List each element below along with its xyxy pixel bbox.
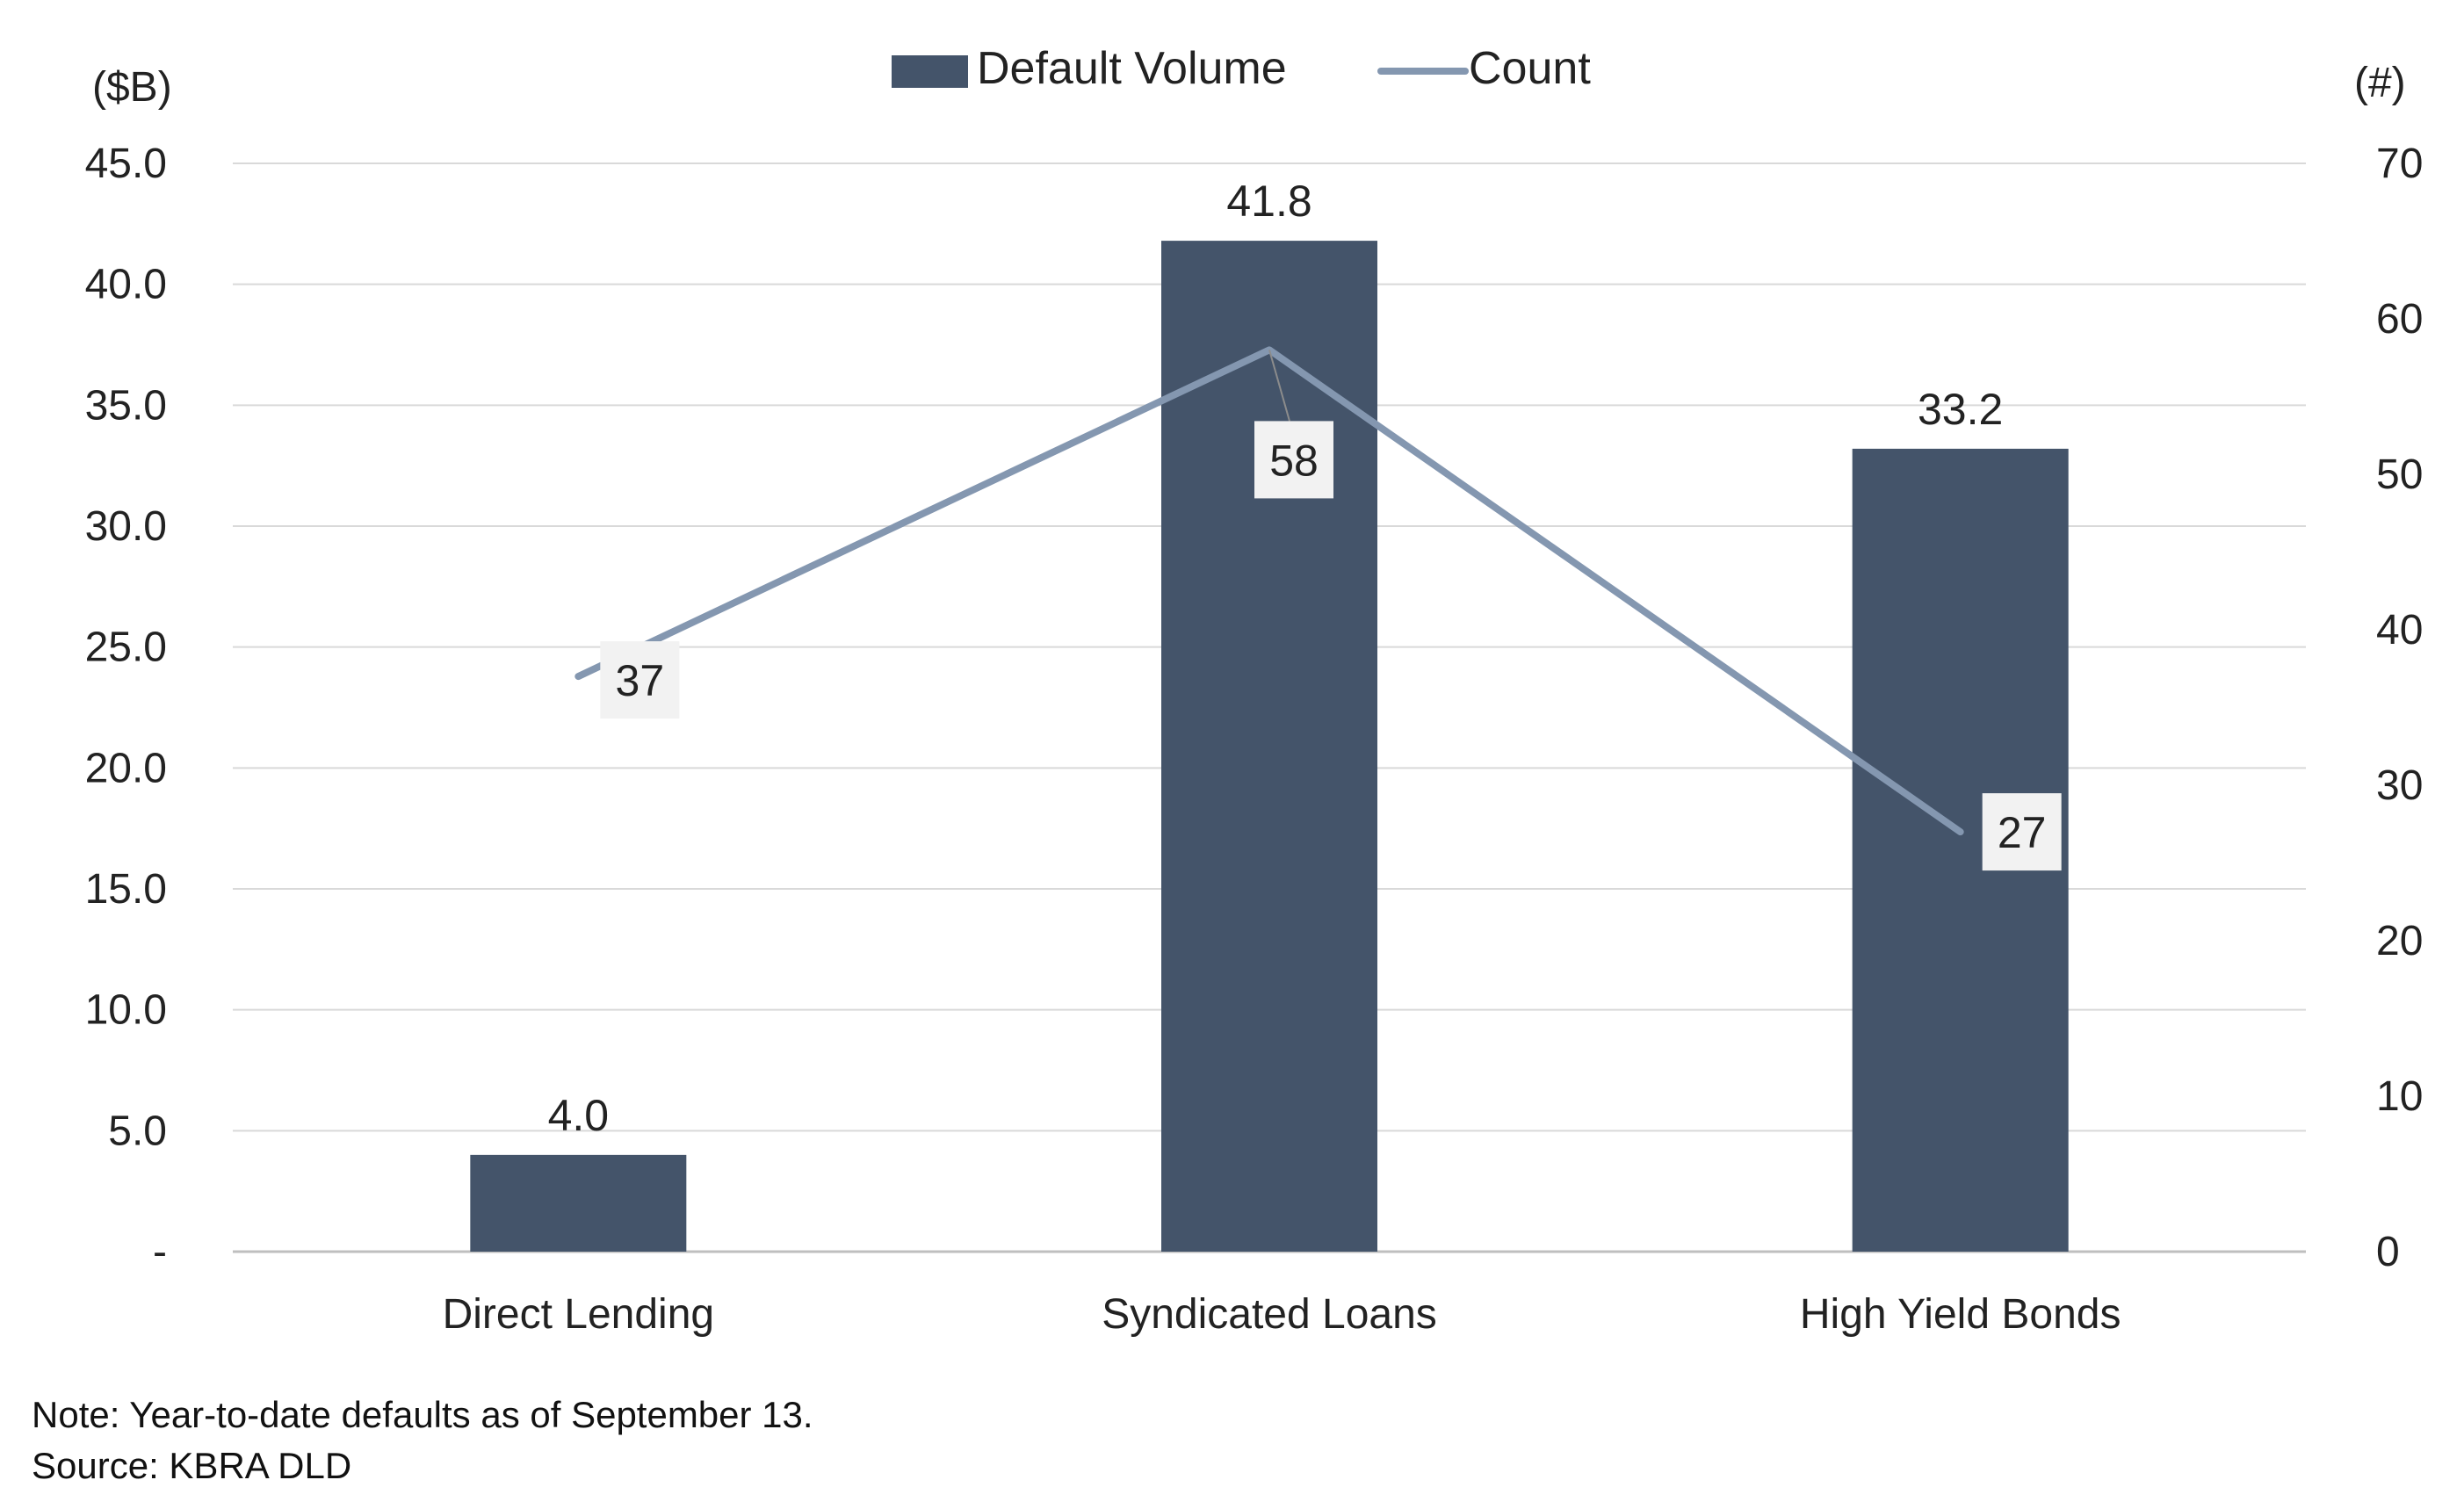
right-axis-tick-label: 0 [2376, 1229, 2400, 1275]
point-label: 37 [616, 656, 665, 705]
right-axis-tick-label: 70 [2376, 141, 2423, 187]
left-axis-tick-label: 35.0 [85, 382, 167, 429]
x-axis-tick-label: Syndicated Loans [1102, 1291, 1437, 1338]
bar-label: 4.0 [548, 1091, 610, 1140]
point-label: 58 [1269, 436, 1319, 485]
legend-label-default-volume: Default Volume [977, 43, 1287, 94]
point-label-box [1254, 421, 1333, 499]
left-axis-tick-label: 30.0 [85, 503, 167, 550]
bar-data-labels: 4.0 41.8 33.2 [548, 177, 2004, 1140]
point-label-box [1982, 793, 2062, 871]
point-label-leader [1268, 350, 1290, 422]
left-axis-tick-label: 25.0 [85, 625, 167, 671]
legend-swatch-default-volume [892, 55, 968, 88]
left-axis-tick-label: 45.0 [85, 141, 167, 187]
left-axis-tick-label: - [153, 1229, 167, 1275]
left-axis-tick-label: 15.0 [85, 866, 167, 913]
footer-source: Source: KBRA DLD [32, 1445, 351, 1486]
bar-label: 33.2 [1918, 385, 2003, 434]
bar-syndicated-loans [1161, 241, 1377, 1252]
bar-label: 41.8 [1226, 177, 1311, 226]
x-axis-tick-label: Direct Lending [443, 1291, 715, 1338]
point-data-labels: 37 58 27 [600, 350, 2062, 871]
left-axis-tick-label: 20.0 [85, 745, 167, 791]
footer: Note: Year-to-date defaults as of Septem… [32, 1394, 813, 1486]
legend: Default Volume Count [892, 43, 1591, 94]
left-axis-unit-label: ($B) [92, 64, 172, 111]
legend-label-count: Count [1469, 43, 1591, 94]
right-axis-tick-label: 10 [2376, 1073, 2423, 1120]
left-axis-tick-label: 40.0 [85, 262, 167, 308]
left-axis-tick-label: 10.0 [85, 987, 167, 1034]
right-axis: (#) 0 10 20 30 40 50 60 70 [2354, 60, 2423, 1275]
bars [470, 241, 2069, 1253]
x-axis: Direct Lending Syndicated Loans High Yield… [443, 1291, 2121, 1338]
right-axis-tick-label: 20 [2376, 918, 2423, 964]
point-label-box [600, 641, 680, 719]
right-axis-tick-label: 30 [2376, 762, 2423, 809]
right-axis-tick-label: 60 [2376, 296, 2423, 343]
left-axis-tick-label: 5.0 [108, 1108, 167, 1154]
point-label: 27 [1998, 808, 2047, 857]
bar-direct-lending [470, 1154, 687, 1252]
right-axis-unit-label: (#) [2354, 60, 2406, 106]
right-axis-tick-label: 50 [2376, 451, 2423, 498]
footer-note: Note: Year-to-date defaults as of Septem… [32, 1394, 813, 1435]
right-axis-tick-label: 40 [2376, 607, 2423, 653]
left-axis: ($B) - 5.0 10.0 15.0 20.0 25.0 30.0 35.0 40.0 45.0 [85, 64, 172, 1275]
x-axis-tick-label: High Yield Bonds [1800, 1291, 2121, 1338]
